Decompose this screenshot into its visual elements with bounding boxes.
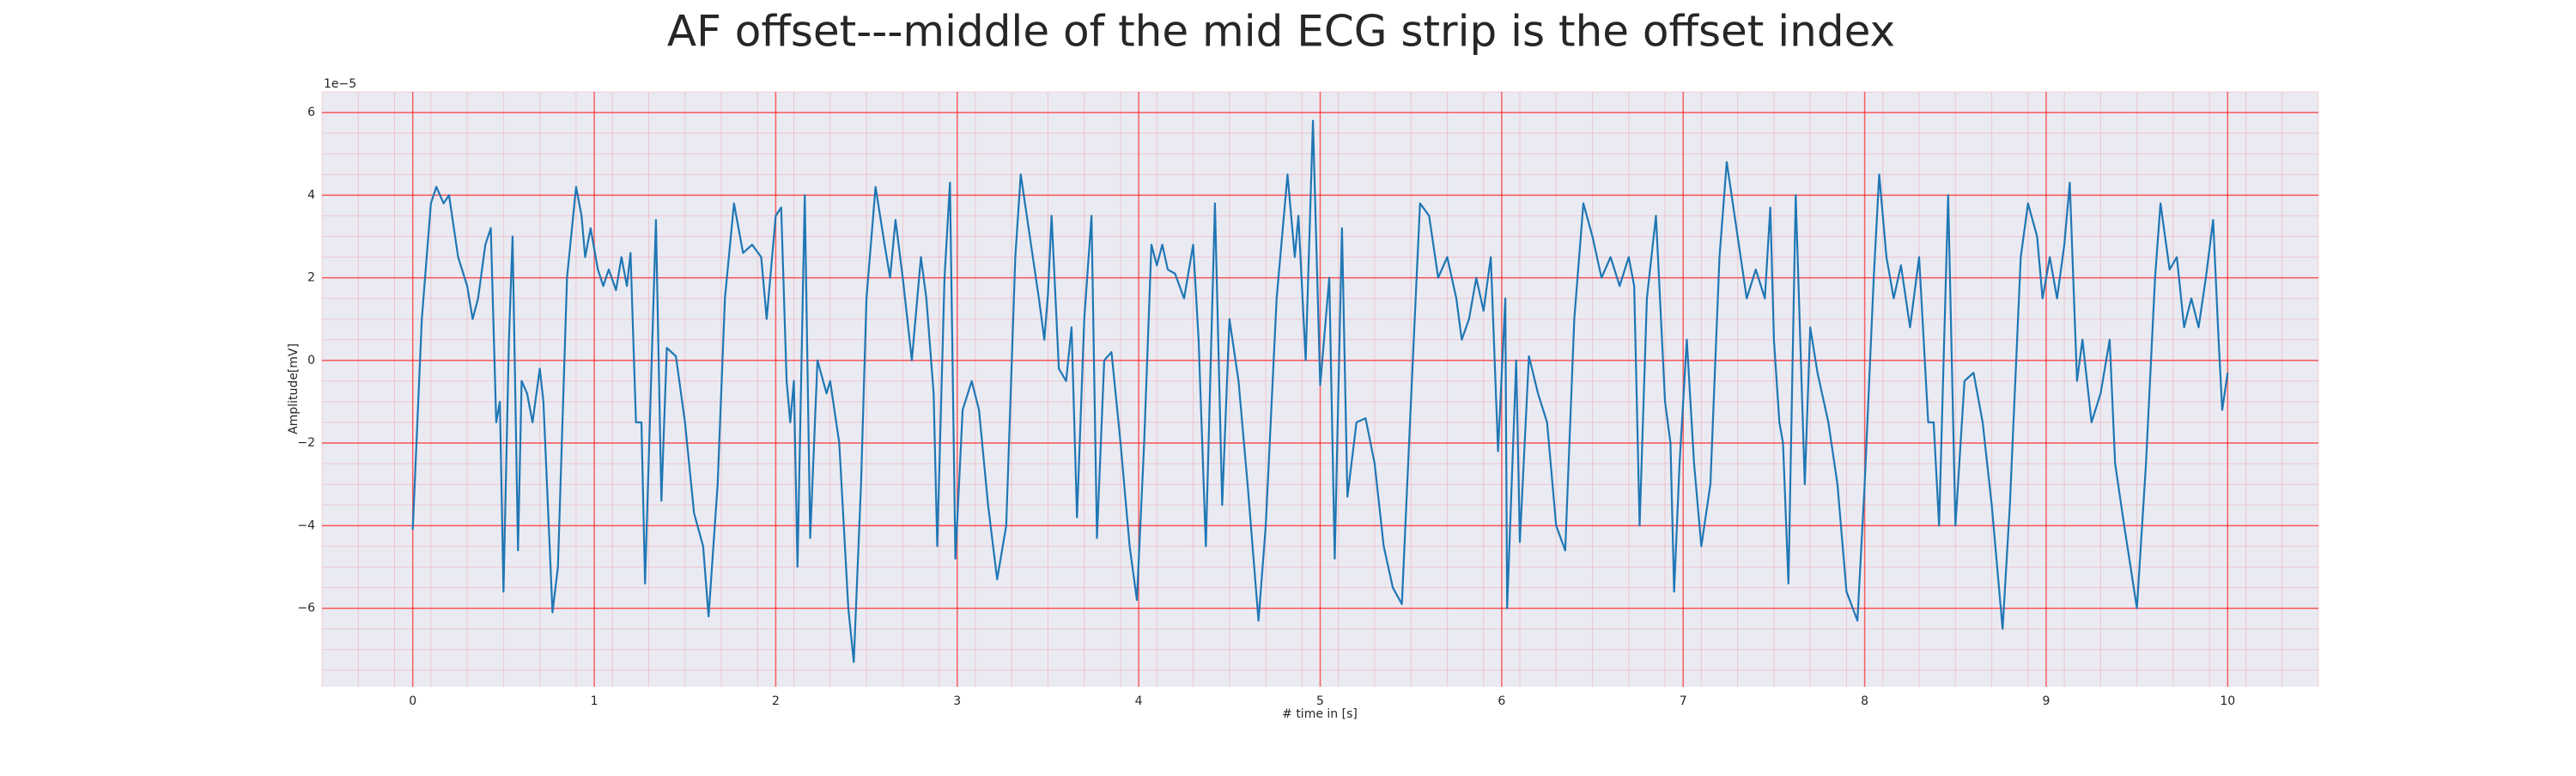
x-tick-label: 1 <box>591 694 598 708</box>
y-tick-label: 4 <box>307 188 315 202</box>
x-tick-label: 8 <box>1861 694 1868 708</box>
chart-title: AF offset---middle of the mid ECG strip … <box>667 7 1895 57</box>
y-tick-label: −6 <box>297 602 315 615</box>
x-tick-label: 6 <box>1498 694 1505 708</box>
x-tick-label: 0 <box>409 694 416 708</box>
x-tick-label: 3 <box>953 694 961 708</box>
x-tick-label: 4 <box>1135 694 1143 708</box>
x-tick-label: 2 <box>772 694 780 708</box>
x-tick-label: 7 <box>1680 694 1687 708</box>
y-tick-label: −2 <box>297 436 315 450</box>
x-axis-label: # time in [s] <box>1282 707 1358 721</box>
ecg-line <box>411 119 2229 664</box>
x-tick-label: 10 <box>2220 694 2235 708</box>
x-tick-label: 5 <box>1316 694 1324 708</box>
y-axis-label: Amplitude[mV] <box>287 343 301 434</box>
x-tick-label: 9 <box>2042 694 2050 708</box>
y-tick-label: 0 <box>307 354 315 367</box>
plot-area <box>321 91 2319 687</box>
y-tick-label: 2 <box>307 271 315 285</box>
y-offset-label: 1e−5 <box>324 77 356 91</box>
y-tick-label: 6 <box>307 106 315 119</box>
y-tick-label: −4 <box>297 518 315 532</box>
